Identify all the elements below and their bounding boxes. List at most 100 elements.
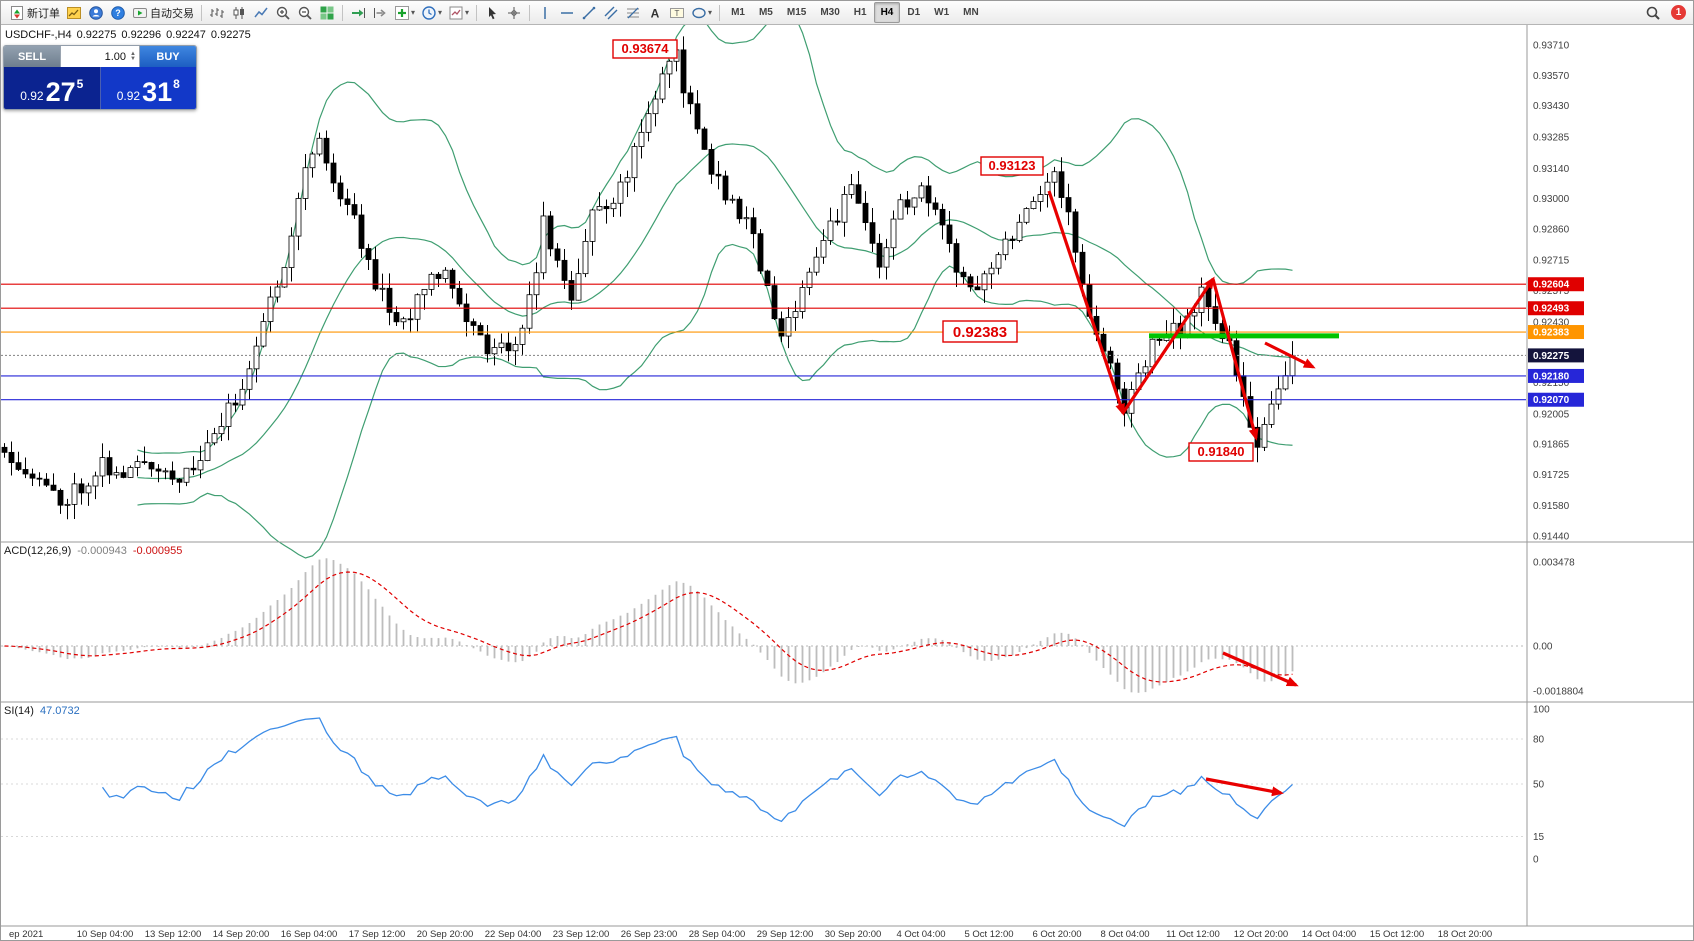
crosshair-icon bbox=[506, 5, 522, 21]
svg-text:23 Sep 12:00: 23 Sep 12:00 bbox=[553, 929, 610, 940]
volume-down-icon[interactable]: ▼ bbox=[130, 55, 136, 62]
tf-m30[interactable]: M30 bbox=[820, 7, 840, 18]
tile-windows-icon bbox=[319, 5, 335, 21]
tf-h4[interactable]: H4 bbox=[873, 2, 901, 23]
auto-trading-button-label: 自动交易 bbox=[150, 7, 194, 20]
text-icon: A bbox=[647, 5, 663, 21]
svg-text:80: 80 bbox=[1533, 735, 1545, 746]
new-order-button[interactable]: 新订单 bbox=[6, 2, 63, 23]
templates-button[interactable]: ▾ bbox=[445, 2, 472, 23]
trend-arrow[interactable] bbox=[1205, 777, 1284, 797]
svg-text:0.93123: 0.93123 bbox=[989, 158, 1036, 173]
svg-text:?: ? bbox=[115, 8, 121, 18]
trend-arrow[interactable] bbox=[1264, 341, 1316, 369]
price-axis: 0.93710 0.93570 0.93430 0.93285 0.93140 0.930… bbox=[1526, 25, 1584, 926]
sell-price-display[interactable]: 0.92 27 5 bbox=[4, 67, 101, 109]
svg-text:14 Oct 04:00: 14 Oct 04:00 bbox=[1302, 929, 1356, 940]
channel-button[interactable] bbox=[600, 2, 622, 23]
dropdown-caret-icon: ▾ bbox=[438, 8, 443, 17]
macd-name: ACD(12,26,9) bbox=[4, 545, 72, 557]
candlestick-chart-button[interactable] bbox=[228, 2, 250, 23]
tf-m5[interactable]: M5 bbox=[758, 7, 773, 18]
zoom-in-button[interactable] bbox=[272, 2, 294, 23]
volume-value: 1.00 bbox=[104, 50, 127, 63]
crosshair-button[interactable] bbox=[503, 2, 525, 23]
sell-button[interactable]: SELL bbox=[4, 46, 60, 67]
low-value: 0.92247 bbox=[166, 29, 206, 41]
horizontal-line-button[interactable] bbox=[556, 2, 578, 23]
svg-text:0.93430: 0.93430 bbox=[1533, 101, 1570, 112]
trend-arrow[interactable] bbox=[1121, 276, 1215, 414]
line-chart-button[interactable] bbox=[250, 2, 272, 23]
macd-indicator-label: ACD(12,26,9) -0.000943 -0.000955 bbox=[4, 545, 182, 557]
candle-chart-icon bbox=[231, 5, 247, 21]
zoom-out-icon bbox=[297, 5, 313, 21]
volume-up-icon[interactable]: ▲ bbox=[130, 50, 136, 57]
help-button[interactable]: ? bbox=[107, 2, 129, 23]
svg-text:0: 0 bbox=[1533, 855, 1539, 866]
symbol-period: USDCHF-,H4 bbox=[5, 29, 72, 41]
text-button[interactable]: A bbox=[644, 2, 666, 23]
fibonacci-button[interactable] bbox=[622, 2, 644, 23]
toolbar-groups: 新订单? 自动交易 ▾ ▾ ▾ A T ▾ M1 M5 M15 M30 H1 H4 D1 W1 MN bbox=[6, 1, 1642, 24]
trend-arrow[interactable] bbox=[1047, 190, 1125, 416]
auto-scroll-button[interactable] bbox=[347, 2, 369, 23]
trend-arrow[interactable] bbox=[1211, 278, 1259, 441]
toolbar-separator bbox=[201, 4, 202, 21]
chart-shift-button[interactable] bbox=[369, 2, 391, 23]
tf-m1[interactable]: M1 bbox=[731, 7, 745, 18]
svg-text:0.91725: 0.91725 bbox=[1533, 470, 1570, 481]
vertical-line-button[interactable] bbox=[534, 2, 556, 23]
rsi-panel: 100 80 50 15 0 bbox=[1, 705, 1550, 866]
new-order-button-label: 新订单 bbox=[27, 7, 60, 20]
svg-text:A: A bbox=[651, 6, 660, 20]
svg-text:0.91865: 0.91865 bbox=[1533, 440, 1570, 451]
market-watch-button[interactable] bbox=[85, 2, 107, 23]
price-callout[interactable]: 0.91840 bbox=[1188, 442, 1254, 462]
sell-price-prefix: 0.92 bbox=[20, 89, 44, 103]
tf-m15[interactable]: M15 bbox=[786, 7, 807, 18]
auto-trading-button[interactable]: 自动交易 bbox=[129, 2, 197, 23]
auto-scroll-icon bbox=[350, 5, 366, 21]
notification-badge[interactable]: 1 bbox=[1671, 5, 1686, 20]
chart-profile-button[interactable] bbox=[63, 2, 85, 23]
cursor-button[interactable] bbox=[481, 2, 503, 23]
bar-chart-button[interactable] bbox=[206, 2, 228, 23]
price-callout[interactable]: 0.93123 bbox=[980, 156, 1044, 176]
shapes-button[interactable]: ▾ bbox=[688, 2, 715, 23]
search-button[interactable] bbox=[1642, 2, 1664, 23]
trendline-button[interactable] bbox=[578, 2, 600, 23]
trend-arrow[interactable] bbox=[1222, 651, 1299, 687]
price-callout[interactable]: 0.93674 bbox=[612, 39, 678, 59]
volume-spinner[interactable]: ▲ ▼ bbox=[130, 50, 136, 62]
svg-text:0.92150: 0.92150 bbox=[1533, 378, 1570, 389]
buy-price-display[interactable]: 0.92 31 8 bbox=[100, 67, 196, 109]
svg-text:-0.0018804: -0.0018804 bbox=[1533, 687, 1584, 698]
price-callout[interactable]: 0.92383 bbox=[942, 320, 1018, 343]
price-chart[interactable]: 0.0034780.00-0.001880410080501500.937100… bbox=[1, 25, 1694, 941]
zoom-in-icon bbox=[275, 5, 291, 21]
zoom-out-button[interactable] bbox=[294, 2, 316, 23]
volume-input[interactable]: 1.00 ▲ ▼ bbox=[60, 46, 140, 67]
tf-mn[interactable]: MN bbox=[963, 7, 979, 18]
buy-button[interactable]: BUY bbox=[140, 46, 196, 67]
toolbar-separator bbox=[719, 4, 721, 21]
svg-text:14 Sep 20:00: 14 Sep 20:00 bbox=[213, 929, 270, 940]
buy-price-point: 8 bbox=[173, 77, 180, 91]
svg-text:18 Oct 20:00: 18 Oct 20:00 bbox=[1438, 929, 1492, 940]
text-label-button[interactable]: T bbox=[666, 2, 688, 23]
tf-d1[interactable]: D1 bbox=[907, 7, 921, 18]
svg-text:28 Sep 04:00: 28 Sep 04:00 bbox=[689, 929, 746, 940]
help-icon: ? bbox=[110, 5, 126, 21]
svg-text:0.93000: 0.93000 bbox=[1533, 194, 1570, 205]
indicators-button[interactable]: ▾ bbox=[391, 2, 418, 23]
yellow-chart-icon bbox=[66, 5, 82, 21]
tf-h1[interactable]: H1 bbox=[853, 7, 867, 18]
svg-text:0.92604: 0.92604 bbox=[1533, 280, 1570, 291]
tf-w1[interactable]: W1 bbox=[934, 7, 950, 18]
fibonacci-icon bbox=[625, 5, 641, 21]
dropdown-caret-icon: ▾ bbox=[708, 8, 713, 17]
tile-windows-button[interactable] bbox=[316, 2, 338, 23]
periods-button[interactable]: ▾ bbox=[418, 2, 445, 23]
